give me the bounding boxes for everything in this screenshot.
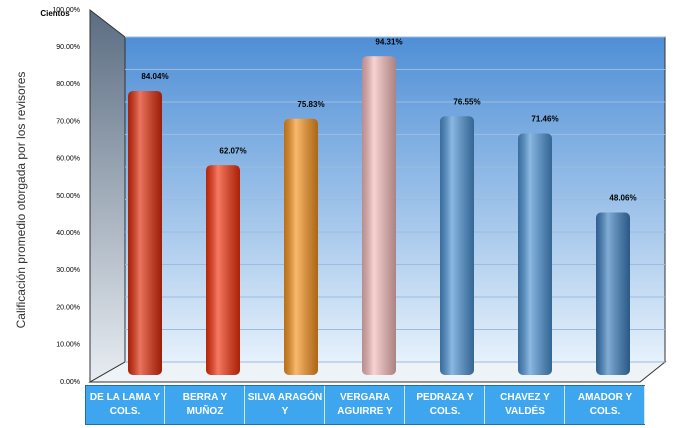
x-tick-label: BERRA Y MUÑOZ (166, 386, 245, 424)
y-tick-label: 70.00% (56, 118, 80, 125)
data-label: 62.07% (219, 146, 246, 155)
data-label: 76.55% (453, 97, 480, 106)
category-strip (85, 385, 645, 425)
data-label: 71.46% (531, 115, 558, 124)
y-tick-label: 60.00% (56, 156, 80, 163)
y-tick-label: 100.00% (52, 7, 80, 14)
bar-shine (206, 165, 240, 375)
data-label: 75.83% (297, 100, 324, 109)
data-label: 48.06% (609, 194, 636, 203)
bar-shine (128, 90, 162, 376)
y-tick-label: 10.00% (56, 342, 80, 349)
data-label: 84.04% (141, 72, 168, 81)
x-tick-label: PEDRAZA Y COLS. (406, 386, 485, 424)
bar-shine (596, 212, 630, 375)
bar-shine (284, 118, 318, 375)
bar (128, 90, 162, 376)
y-tick-label: 90.00% (56, 44, 80, 51)
x-tick-label: AMADOR Y COLS. (566, 386, 645, 424)
bar (518, 133, 552, 375)
bar (206, 165, 240, 375)
x-tick-label: SILVA ARAGÓN Y (246, 386, 325, 424)
y-tick-label: 0.00% (60, 379, 80, 386)
data-label: 94.31% (375, 37, 402, 46)
bar-shine (362, 56, 396, 375)
y-tick-label: 20.00% (56, 304, 80, 311)
x-tick-label: VERGARA AGUIRRE Y (326, 386, 405, 424)
unit-label: Cientos (40, 9, 70, 18)
bar (362, 56, 396, 375)
bar (284, 118, 318, 375)
y-tick-label: 80.00% (56, 81, 80, 88)
side-wall (89, 8, 126, 383)
y-tick-label: 50.00% (56, 193, 80, 200)
y-tick-label: 40.00% (56, 230, 80, 237)
bar (440, 116, 474, 376)
bar-shine (518, 133, 552, 375)
x-tick-label: DE LA LAMA Y COLS. (86, 386, 165, 424)
bar (596, 212, 630, 375)
x-tick-label: CHAVEZ Y VALDÉS (486, 386, 565, 424)
y-axis-title: Calificación promedio otorgada por los r… (14, 72, 28, 329)
bar-shine (440, 116, 474, 376)
y-tick-label: 30.00% (56, 267, 80, 274)
